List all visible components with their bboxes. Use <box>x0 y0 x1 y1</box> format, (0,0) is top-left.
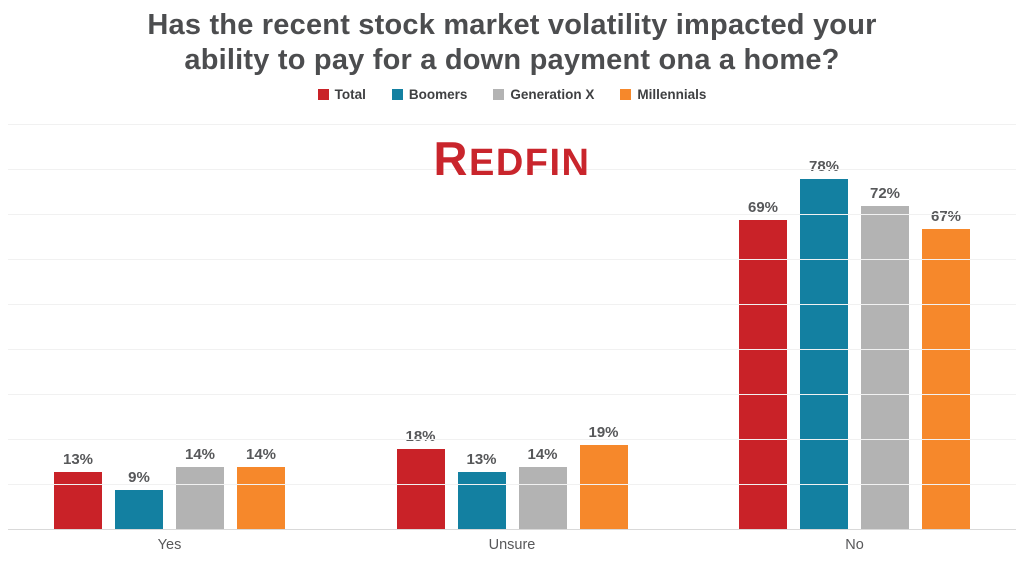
legend-label: Total <box>334 86 366 102</box>
bar-group-no: 69% 78% 72% 67% No <box>739 125 970 553</box>
bar-value-label: 14% <box>527 446 558 463</box>
legend: Total Boomers Generation X Millennials <box>0 87 1024 102</box>
gridline <box>8 349 1016 350</box>
legend-swatch-icon <box>493 88 505 100</box>
bar-value-label: 13% <box>466 450 497 468</box>
legend-swatch-icon <box>620 88 632 100</box>
category-label-no: No <box>845 537 864 553</box>
bar-millennials-no <box>922 228 970 530</box>
category-label-yes: Yes <box>157 537 182 553</box>
bar-boomers-unsure <box>457 471 506 530</box>
bar-value-label: 14% <box>245 446 277 463</box>
bar-column-boomers: 78% <box>800 125 848 530</box>
bar-value-label: 78% <box>808 158 840 175</box>
legend-label: Millennials <box>637 86 707 102</box>
bar-column-generation-x: 72% <box>861 125 909 530</box>
bar-column-boomers: 13% <box>457 125 506 530</box>
gridline <box>8 169 1016 170</box>
redfin-logo: REDFIN <box>433 132 591 185</box>
chart-title: Has the recent stock market volatility i… <box>0 0 1024 79</box>
gridline <box>8 484 1016 485</box>
bar-generation-x-yes <box>176 467 224 530</box>
bar-millennials-yes <box>237 467 285 530</box>
gridline <box>8 394 1016 395</box>
bar-column-boomers: 9% <box>115 125 163 530</box>
bar-total-no <box>739 219 787 530</box>
gridline <box>8 214 1016 215</box>
bar-generation-x-unsure <box>518 467 567 530</box>
bar-group-unsure: 18% 13% 14% 19% Unsure <box>396 125 628 553</box>
gridline <box>8 124 1016 125</box>
bar-value-label: 14% <box>184 446 216 463</box>
category-label-unsure: Unsure <box>488 537 536 553</box>
bar-value-label: 13% <box>62 450 94 468</box>
bar-value-label: 9% <box>128 468 150 486</box>
bar-value-label: 72% <box>869 185 901 202</box>
bar-generation-x-no <box>861 206 909 530</box>
bar-value-label: 19% <box>588 423 619 441</box>
bar-column-millennials: 19% <box>579 125 628 530</box>
bar-value-label: 18% <box>405 428 436 445</box>
groups-row: 13% 9% 14% 14% Yes 18% 13% 14% 19% Unsure 69% 78% 72… <box>8 125 1016 553</box>
gridline <box>8 259 1016 260</box>
chart-title-line-2: ability to pay for a down payment ona a … <box>184 44 840 77</box>
legend-label: Generation X <box>510 86 595 102</box>
legend-item-total: Total <box>317 86 366 102</box>
bar-column-total: 18% <box>396 125 445 530</box>
chart-title-line-1: Has the recent stock market volatility i… <box>147 9 877 41</box>
bar-value-label: 67% <box>930 207 962 225</box>
bar-boomers-no <box>800 179 848 530</box>
legend-swatch-icon <box>391 88 403 100</box>
gridline <box>8 304 1016 305</box>
plot-area: 13% 9% 14% 14% Yes 18% 13% 14% 19% Unsure 69% 78% 72… <box>8 124 1016 553</box>
gridline <box>8 439 1016 440</box>
bar-column-total: 69% <box>739 125 787 530</box>
bar-millennials-unsure <box>579 444 628 530</box>
bar-column-total: 13% <box>54 125 102 530</box>
bar-boomers-yes <box>115 489 163 530</box>
legend-swatch-icon <box>317 88 329 100</box>
legend-item-boomers: Boomers <box>391 86 468 102</box>
bar-column-generation-x: 14% <box>176 125 224 530</box>
legend-label: Boomers <box>408 86 468 102</box>
bar-column-generation-x: 14% <box>518 125 567 530</box>
bar-group-yes: 13% 9% 14% 14% Yes <box>54 125 285 553</box>
bar-value-label: 69% <box>747 198 779 216</box>
x-axis-line <box>8 529 1016 530</box>
bar-total-yes <box>54 471 102 530</box>
bar-total-unsure <box>396 449 445 530</box>
bar-column-millennials: 14% <box>237 125 285 530</box>
bar-column-millennials: 67% <box>922 125 970 530</box>
legend-item-millennials: Millennials <box>620 87 706 102</box>
legend-item-generation-x: Generation X <box>493 87 594 102</box>
